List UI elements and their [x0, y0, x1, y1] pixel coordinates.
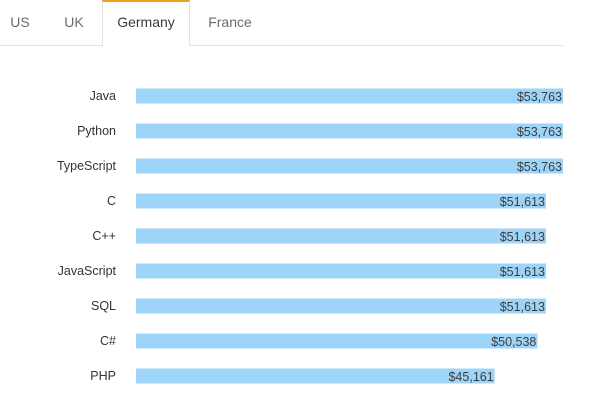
value-label: $51,613	[500, 265, 545, 279]
value-label: $53,763	[517, 160, 562, 174]
value-label: $51,613	[500, 230, 545, 244]
category-label: C++	[92, 229, 116, 243]
category-label: Java	[90, 89, 116, 103]
tab-uk[interactable]: UK	[64, 14, 84, 30]
category-label: TypeScript	[57, 159, 117, 173]
bar-java	[136, 88, 563, 104]
bar-javascript	[136, 263, 546, 279]
bar-c	[136, 193, 546, 209]
value-label: $51,613	[500, 300, 545, 314]
tab-france[interactable]: France	[208, 14, 252, 30]
country-tabs: US UK Germany France	[0, 0, 563, 46]
bar-typescript	[136, 158, 563, 174]
bar-php	[136, 368, 495, 384]
tab-germany[interactable]: Germany	[102, 0, 190, 46]
value-label: $53,763	[517, 125, 562, 139]
category-label: C	[107, 194, 116, 208]
category-label: Python	[77, 124, 116, 138]
value-label: $45,161	[448, 370, 493, 384]
bar-c-	[136, 228, 546, 244]
bar-python	[136, 123, 563, 139]
value-label: $50,538	[491, 335, 536, 349]
category-label: JavaScript	[58, 264, 117, 278]
category-label: C#	[100, 334, 116, 348]
category-label: SQL	[91, 299, 116, 313]
value-label: $51,613	[500, 195, 545, 209]
category-label: PHP	[90, 369, 116, 383]
bar-c-	[136, 333, 538, 349]
tab-us[interactable]: US	[10, 14, 30, 30]
bar-sql	[136, 298, 546, 314]
value-label: $53,763	[517, 90, 562, 104]
